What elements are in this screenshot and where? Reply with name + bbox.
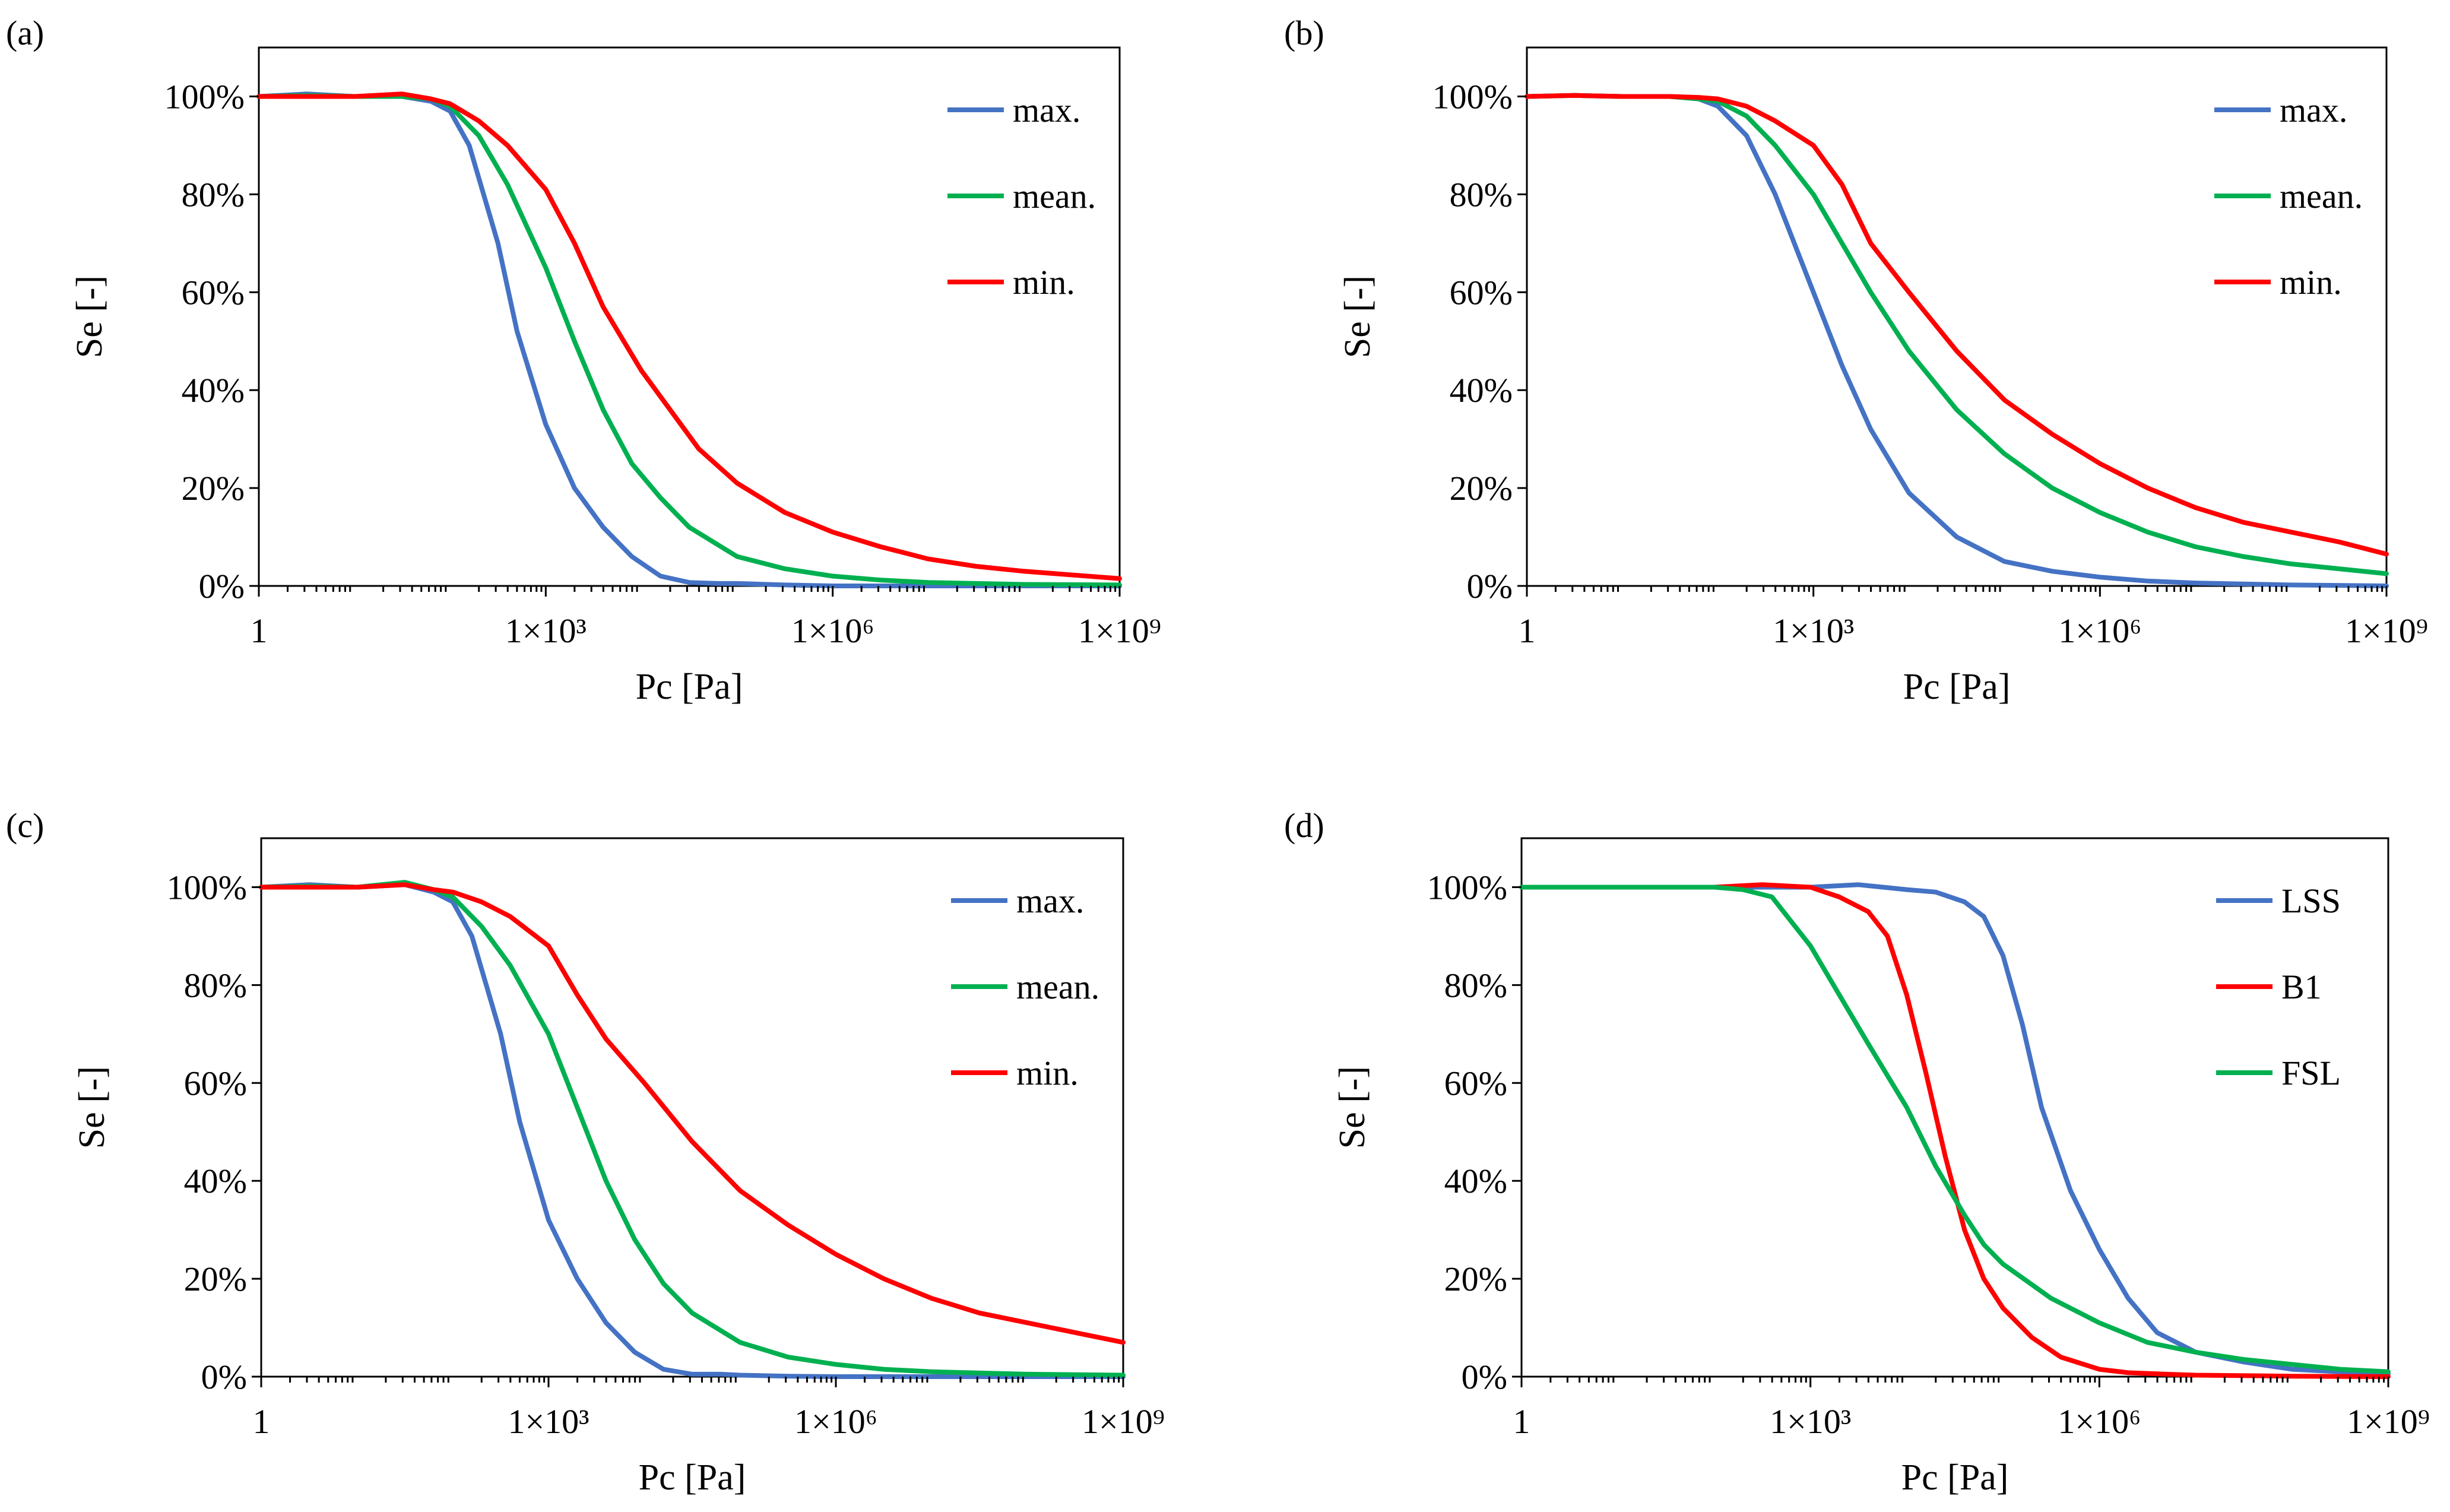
plot-frame	[1520, 837, 2389, 1378]
y-tick-label: 0%	[1467, 567, 1513, 606]
y-tick-label: 0%	[201, 1358, 247, 1396]
y-tick-label: 60%	[1450, 273, 1513, 312]
legend-label-1: B1	[2281, 968, 2322, 1006]
panel-label: (c)	[6, 806, 44, 845]
series-line-2	[1519, 885, 2391, 1374]
x-tick-label: 1×10³	[508, 1402, 589, 1441]
y-tick-label: 100%	[164, 77, 245, 116]
y-tick-label: 100%	[1427, 868, 1507, 906]
legend-label-1: mean.	[1016, 968, 1099, 1006]
series-line-0	[256, 91, 1122, 588]
y-tick-label: 80%	[1450, 175, 1513, 214]
series-line-0	[1519, 882, 2391, 1377]
x-tick-label: 1×10⁹	[1082, 1402, 1165, 1441]
legend-label-2: FSL	[2281, 1054, 2341, 1092]
legend-label-1: mean.	[1013, 177, 1096, 215]
legend-label-1: mean.	[2280, 177, 2363, 215]
x-tick-label: 1×10³	[505, 611, 587, 650]
y-tick-label: 60%	[184, 1064, 247, 1102]
x-axis-title: Pc [Pa]	[639, 1457, 746, 1498]
y-axis-title: Se [-]	[1332, 1066, 1373, 1149]
y-tick-label: 100%	[167, 868, 247, 906]
y-tick-label: 20%	[1444, 1260, 1507, 1298]
chart-panel-3: (d) 0% 20% 40% 60% 80% 100% 1 1×10³ 1×10⁶ 1×10⁹ Pc …	[1284, 806, 2430, 1498]
series-line-1	[1524, 93, 2389, 576]
series-line-0	[1524, 93, 2389, 588]
y-axis-title: Se [-]	[1337, 275, 1378, 358]
plot-frame	[258, 46, 1121, 587]
y-tick-label: 20%	[1450, 469, 1513, 508]
x-tick-label: 1×10⁶	[2058, 611, 2141, 650]
panel-label: (a)	[6, 14, 44, 52]
series-line-1	[256, 93, 1122, 588]
legend-label-2: min.	[2280, 263, 2342, 302]
x-tick-label: 1×10³	[1770, 1402, 1851, 1441]
series-line-2	[1524, 93, 2389, 557]
series-line-0	[259, 882, 1126, 1379]
y-tick-label: 0%	[199, 567, 245, 606]
series-line-1	[259, 880, 1126, 1378]
panel-label: (b)	[1284, 14, 1324, 52]
x-tick-label: 1	[1513, 1402, 1530, 1441]
x-axis-title: Pc [Pa]	[1903, 667, 2011, 707]
x-tick-label: 1	[251, 611, 268, 650]
series-line-2	[259, 882, 1126, 1345]
legend-label-2: min.	[1016, 1054, 1079, 1092]
legend-label-0: max.	[2280, 91, 2347, 129]
chart-panel-2: (c) 0% 20% 40% 60% 80% 100% 1 1×10³ 1×10⁶ 1×10⁹ Pc …	[6, 806, 1165, 1498]
plot-frame	[260, 837, 1124, 1378]
panel-label: (d)	[1284, 806, 1324, 845]
y-axis-title: Se [-]	[69, 275, 110, 358]
y-tick-label: 40%	[1450, 371, 1513, 410]
x-axis-title: Pc [Pa]	[636, 667, 743, 707]
y-tick-label: 0%	[1462, 1358, 1507, 1396]
x-tick-label: 1×10³	[1773, 611, 1854, 650]
y-tick-label: 100%	[1432, 77, 1513, 116]
chart-panel-1: (b) 0% 20% 40% 60% 80% 100% 1 1×10³ 1×10⁶ 1×10⁹ Pc …	[1284, 14, 2428, 707]
x-tick-label: 1×10⁶	[2058, 1402, 2141, 1441]
y-tick-label: 40%	[182, 371, 245, 410]
legend-label-0: LSS	[2281, 882, 2341, 920]
y-tick-label: 40%	[184, 1162, 247, 1200]
y-tick-label: 80%	[184, 966, 247, 1004]
chart-panel-0: (a) 0% 20% 40% 60% 80% 100% 1 1×10³ 1×10⁶ 1×10⁹ Pc …	[6, 14, 1161, 707]
series-line-2	[256, 91, 1122, 581]
x-tick-label: 1×10⁶	[791, 611, 874, 650]
y-tick-label: 20%	[182, 469, 245, 508]
y-tick-label: 80%	[1444, 966, 1507, 1004]
x-tick-label: 1	[1519, 611, 1536, 650]
y-axis-title: Se [-]	[72, 1066, 112, 1149]
legend-label-0: max.	[1013, 91, 1080, 129]
series-line-1	[1519, 882, 2391, 1379]
x-tick-label: 1×10⁹	[1078, 611, 1161, 650]
legend-label-2: min.	[1013, 263, 1075, 302]
legend-label-0: max.	[1016, 882, 1084, 920]
x-tick-label: 1	[253, 1402, 270, 1441]
x-tick-label: 1×10⁹	[2347, 1402, 2430, 1441]
x-tick-label: 1×10⁹	[2345, 611, 2428, 650]
y-tick-label: 60%	[1444, 1064, 1507, 1102]
x-axis-title: Pc [Pa]	[1901, 1457, 2009, 1498]
x-tick-label: 1×10⁶	[794, 1402, 877, 1441]
y-tick-label: 40%	[1444, 1162, 1507, 1200]
y-tick-label: 80%	[182, 175, 245, 214]
plot-frame	[1526, 46, 2388, 587]
y-tick-label: 60%	[182, 273, 245, 312]
y-tick-label: 20%	[184, 1260, 247, 1298]
